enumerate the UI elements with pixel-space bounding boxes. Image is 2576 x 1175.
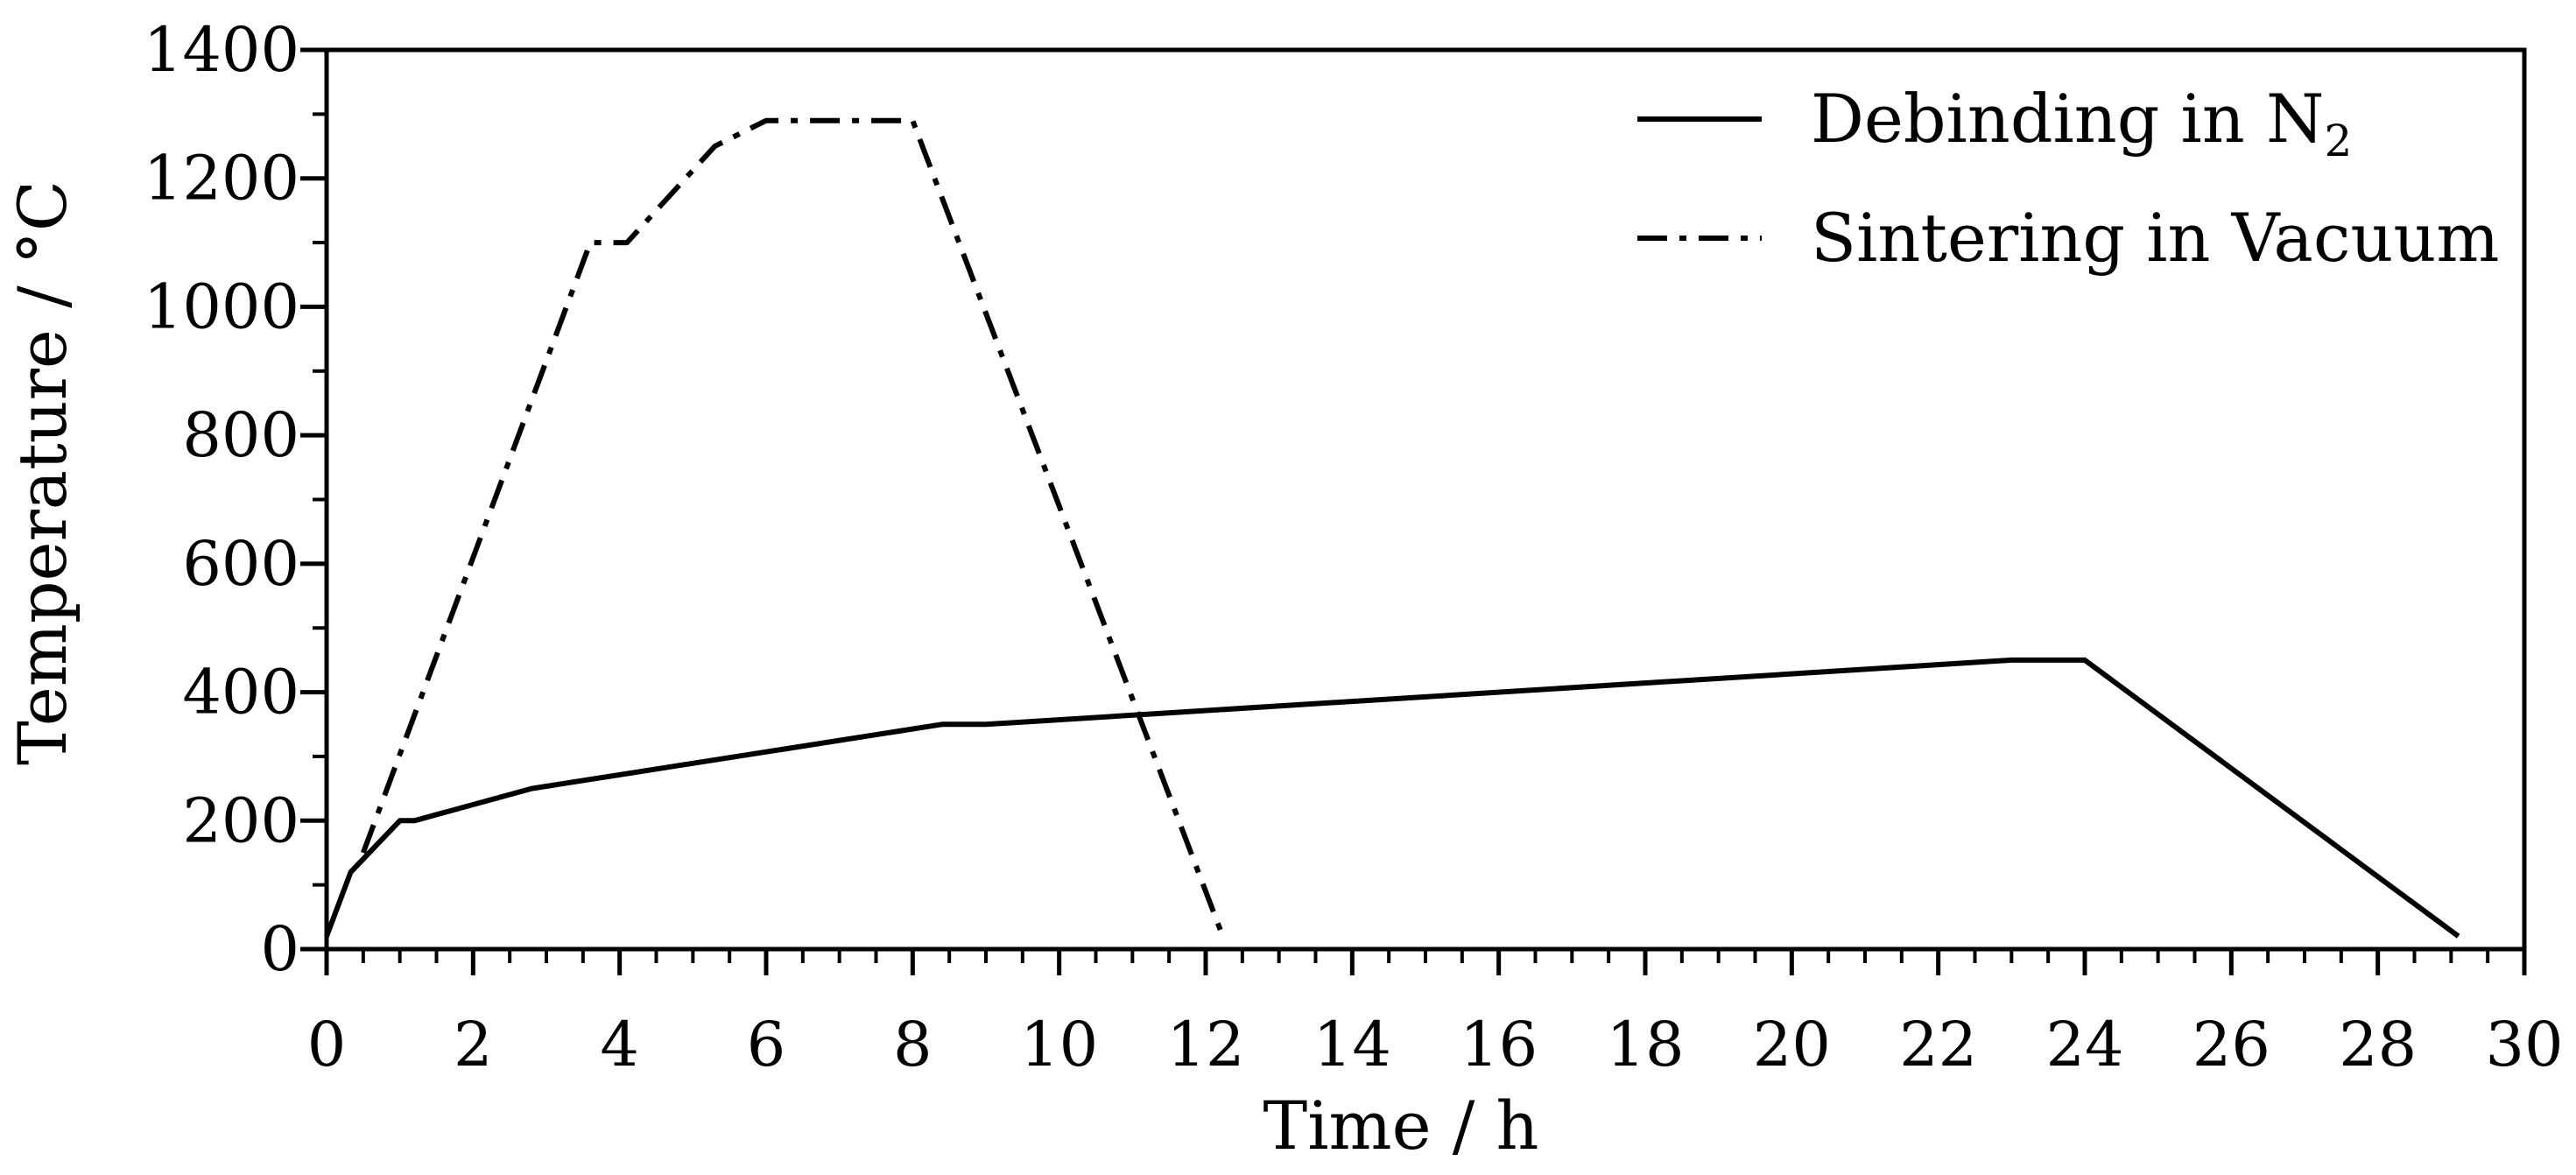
x-tick-label: 26: [2192, 1009, 2270, 1080]
y-tick-labels: 0 200 400 600 800 1000 1200 1400: [144, 14, 299, 985]
x-tick-label: 22: [1899, 1009, 1977, 1080]
x-tick-label: 14: [1313, 1009, 1391, 1080]
x-tick-label: 2: [454, 1009, 493, 1080]
x-tick-label: 12: [1166, 1009, 1244, 1080]
x-axis-title: Time / h: [1263, 1087, 1539, 1164]
major-ticks: [300, 47, 2527, 975]
x-tick-label: 4: [600, 1009, 639, 1080]
series-line-debinding: [324, 657, 2460, 939]
y-tick-label: 1200: [144, 143, 299, 215]
legend: Debinding in N2 Sintering in Vacuum: [1637, 80, 2499, 277]
x-tick-label: 8: [893, 1009, 933, 1080]
legend-label-debinding-sub: 2: [2324, 116, 2352, 166]
legend-label-debinding: Debinding in N2: [1811, 80, 2352, 166]
y-axis-title: Temperature / °C: [4, 180, 81, 765]
x-tick-label: 30: [2485, 1009, 2563, 1080]
y-tick-label: 400: [182, 657, 299, 728]
y-tick-label: 1400: [144, 14, 299, 86]
x-tick-label: 28: [2339, 1009, 2417, 1080]
x-tick-label: 6: [747, 1009, 786, 1080]
y-tick-label: 0: [260, 913, 299, 985]
y-tick-label: 600: [182, 528, 299, 600]
x-tick-label: 16: [1460, 1009, 1538, 1080]
plot-frame: [324, 47, 2527, 952]
x-tick-labels: 0 2 4 6 8 10 12 14 16 18 20 22 24 26 28 30: [307, 1009, 2564, 1080]
x-tick-label: 10: [1020, 1009, 1098, 1080]
legend-label-sintering: Sintering in Vacuum: [1811, 199, 2499, 277]
x-tick-label: 20: [1753, 1009, 1831, 1080]
x-tick-label: 24: [2045, 1009, 2123, 1080]
y-tick-label: 1000: [144, 271, 299, 342]
legend-label-debinding-main: Debinding in N: [1811, 80, 2324, 158]
y-tick-label: 200: [182, 785, 299, 856]
minor-ticks: [313, 112, 2490, 963]
x-tick-label: 18: [1606, 1009, 1684, 1080]
x-tick-label: 0: [307, 1009, 347, 1080]
series-line-sintering: [360, 117, 1223, 932]
series-lines: [324, 117, 2460, 939]
y-tick-label: 800: [182, 399, 299, 471]
